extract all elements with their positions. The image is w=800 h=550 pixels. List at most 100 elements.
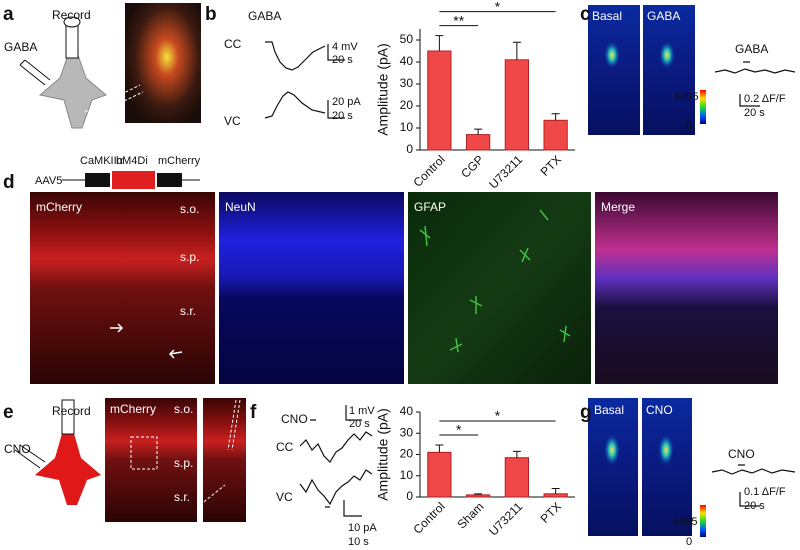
cc-trace (299, 405, 373, 463)
x-tick-label: Control (410, 499, 447, 536)
label: 10 pA (348, 522, 377, 534)
mcherry-box (157, 173, 182, 187)
x-tick-label: PTX (538, 499, 564, 525)
label: s.r. (174, 490, 190, 504)
label: 20 pA (332, 96, 361, 108)
image (125, 3, 201, 123)
calcium-trace (711, 464, 796, 507)
label: VC (224, 114, 241, 128)
label: GFAP (414, 200, 446, 214)
colorbar (700, 505, 706, 537)
label: 0.1 ΔF/F (744, 486, 786, 498)
label: f (250, 402, 257, 423)
vc-trace (299, 419, 373, 517)
label: b (205, 4, 217, 25)
astrocytes (419, 209, 571, 353)
label: 20 s (744, 107, 765, 119)
pipette-outline (199, 399, 241, 506)
scale-bars (327, 44, 345, 119)
label: Basal (594, 403, 624, 417)
mcherry-image (30, 192, 215, 384)
label: 0.2 ΔF/F (744, 93, 786, 105)
label: CaMKIIα (80, 155, 124, 167)
label: 20 s (332, 54, 353, 66)
colorbar (700, 90, 706, 124)
bar (427, 50, 452, 151)
puffer (14, 444, 46, 469)
zoom-image (203, 398, 246, 522)
promoter (85, 173, 110, 187)
label: 20 s (332, 110, 353, 122)
error-bar (551, 488, 560, 494)
label: Merge (601, 200, 635, 214)
significance-label: ** (453, 12, 464, 28)
zoom-box (130, 436, 158, 470)
label: NeuN (225, 200, 256, 214)
label: CNO (646, 403, 673, 417)
label: VC (276, 490, 293, 504)
label: 20 s (349, 418, 370, 430)
x-tick-label: PTX (538, 152, 564, 178)
calcium-image (643, 5, 695, 135)
bar (543, 493, 568, 498)
neuron-schematic (38, 54, 107, 129)
label: GABA (248, 9, 281, 23)
label: AAV5 (35, 175, 62, 187)
label: 20 s (744, 500, 765, 512)
y-axis-label: Amplitude (pA) (375, 408, 391, 501)
y-tick-label: 30 (400, 76, 414, 90)
calcium-image (588, 398, 638, 536)
error-bar (435, 444, 444, 453)
bar (504, 59, 529, 151)
pipette-outline (84, 84, 144, 119)
cell (604, 434, 620, 466)
puffer (19, 59, 51, 86)
x-tick-label: Sham (454, 499, 486, 531)
bar (543, 119, 568, 151)
x-tick-label: Control (410, 152, 447, 189)
significance-label: * (456, 422, 462, 438)
cell (604, 41, 620, 69)
label: e (3, 402, 14, 423)
label: s.r. (180, 304, 196, 318)
gfap-image (408, 192, 591, 384)
y-tick-label: 30 (400, 425, 414, 439)
error-bar (474, 493, 483, 495)
y-tick-label: 10 (400, 120, 414, 134)
label: 4 mV (332, 41, 358, 53)
bar (466, 494, 491, 498)
label: Record (52, 8, 91, 22)
label: d (3, 172, 15, 193)
label: Record (52, 404, 91, 418)
label: mCherry (36, 200, 82, 214)
label: 1 mV (349, 405, 375, 417)
bar (466, 134, 491, 151)
label: mCherry (110, 402, 156, 416)
label: GABA (647, 9, 680, 23)
label: a (3, 4, 14, 25)
y-tick-label: 40 (400, 54, 414, 68)
label: hM4Di (116, 155, 148, 167)
cc-trace (265, 41, 326, 71)
label: c (580, 4, 591, 25)
cell (659, 41, 675, 69)
y-tick-label: 0 (406, 142, 413, 156)
pipette-top (63, 16, 81, 28)
label: mCherry (158, 155, 201, 167)
label: GABA (735, 42, 768, 56)
neuron-schematic (35, 430, 101, 505)
error-bar (512, 450, 521, 458)
y-tick-label: 20 (400, 98, 414, 112)
arrows (110, 323, 183, 359)
pipette (61, 399, 75, 435)
label: CNO (728, 447, 755, 461)
x-tick-label: CGP (458, 152, 486, 180)
error-bar (551, 113, 560, 121)
label: s.p. (180, 250, 199, 264)
label: 0 (686, 120, 692, 132)
significance-label: * (495, 0, 501, 14)
y-tick-label: 40 (400, 404, 414, 418)
label: 4095 (674, 91, 698, 103)
significance-label: * (495, 408, 501, 424)
